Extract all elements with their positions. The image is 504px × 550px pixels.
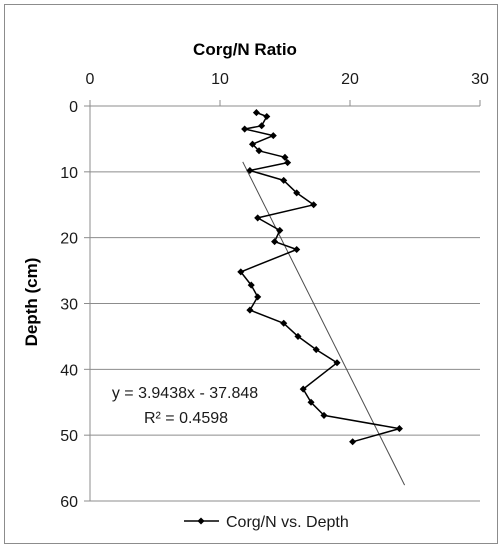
legend-series-label: Corg/N vs. Depth xyxy=(226,514,349,531)
data-point-17 xyxy=(237,268,245,276)
legend-series-marker xyxy=(197,517,205,525)
data-point-19 xyxy=(254,293,262,301)
chart-frame xyxy=(4,4,498,544)
grid-layer xyxy=(90,105,480,502)
data-point-26 xyxy=(307,398,315,406)
data-point-25 xyxy=(299,385,307,393)
data-point-20 xyxy=(246,306,254,314)
y-tick-label: 30 xyxy=(60,297,78,314)
data-point-28 xyxy=(395,425,403,433)
x-tick-label: 10 xyxy=(211,71,229,88)
data-point-6 xyxy=(255,147,263,155)
y-tick-label: 0 xyxy=(69,99,78,116)
trendline-equation: y = 3.9438x - 37.848 xyxy=(112,385,258,402)
data-point-16 xyxy=(293,245,301,254)
data-point-11 xyxy=(293,189,301,197)
series-layer xyxy=(237,109,403,446)
data-point-24 xyxy=(333,359,341,367)
data-point-14 xyxy=(276,226,284,234)
data-point-22 xyxy=(294,332,302,340)
trendline-layer xyxy=(242,161,406,486)
data-point-9 xyxy=(246,166,254,175)
x-tick-label: 30 xyxy=(471,71,489,88)
legend: Corg/N vs. Depth xyxy=(184,514,349,531)
y-tick-label: 60 xyxy=(60,494,78,511)
data-point-8 xyxy=(284,159,292,167)
data-point-13 xyxy=(254,214,262,222)
data-point-29 xyxy=(349,438,357,446)
y-tick-label: 20 xyxy=(60,231,78,248)
x-tick-label: 0 xyxy=(86,71,95,88)
data-point-4 xyxy=(269,132,277,140)
data-point-23 xyxy=(312,346,320,354)
data-point-1 xyxy=(263,112,271,121)
y-tick-label: 40 xyxy=(60,362,78,379)
data-point-18 xyxy=(247,281,255,289)
y-tick-label: 10 xyxy=(60,165,78,182)
x-axis-title: Corg/N Ratio xyxy=(193,40,297,59)
data-point-15 xyxy=(271,238,279,246)
data-point-21 xyxy=(280,319,288,327)
data-point-10 xyxy=(280,176,288,184)
trendline-r-squared: R² = 0.4598 xyxy=(144,410,228,427)
series-line xyxy=(240,111,401,443)
tick-label-layer: 0 10 20 30 40 50 60 0 10 20 30 xyxy=(60,71,489,511)
data-point-27 xyxy=(320,411,328,419)
axis-layer xyxy=(84,100,481,502)
x-tick-label: 20 xyxy=(341,71,359,88)
y-axis-title: Depth (cm) xyxy=(22,258,41,347)
trendline xyxy=(242,161,406,486)
y-tick-label: 50 xyxy=(60,428,78,445)
data-point-2 xyxy=(258,122,266,130)
data-point-3 xyxy=(241,125,249,133)
data-point-0 xyxy=(252,109,260,117)
